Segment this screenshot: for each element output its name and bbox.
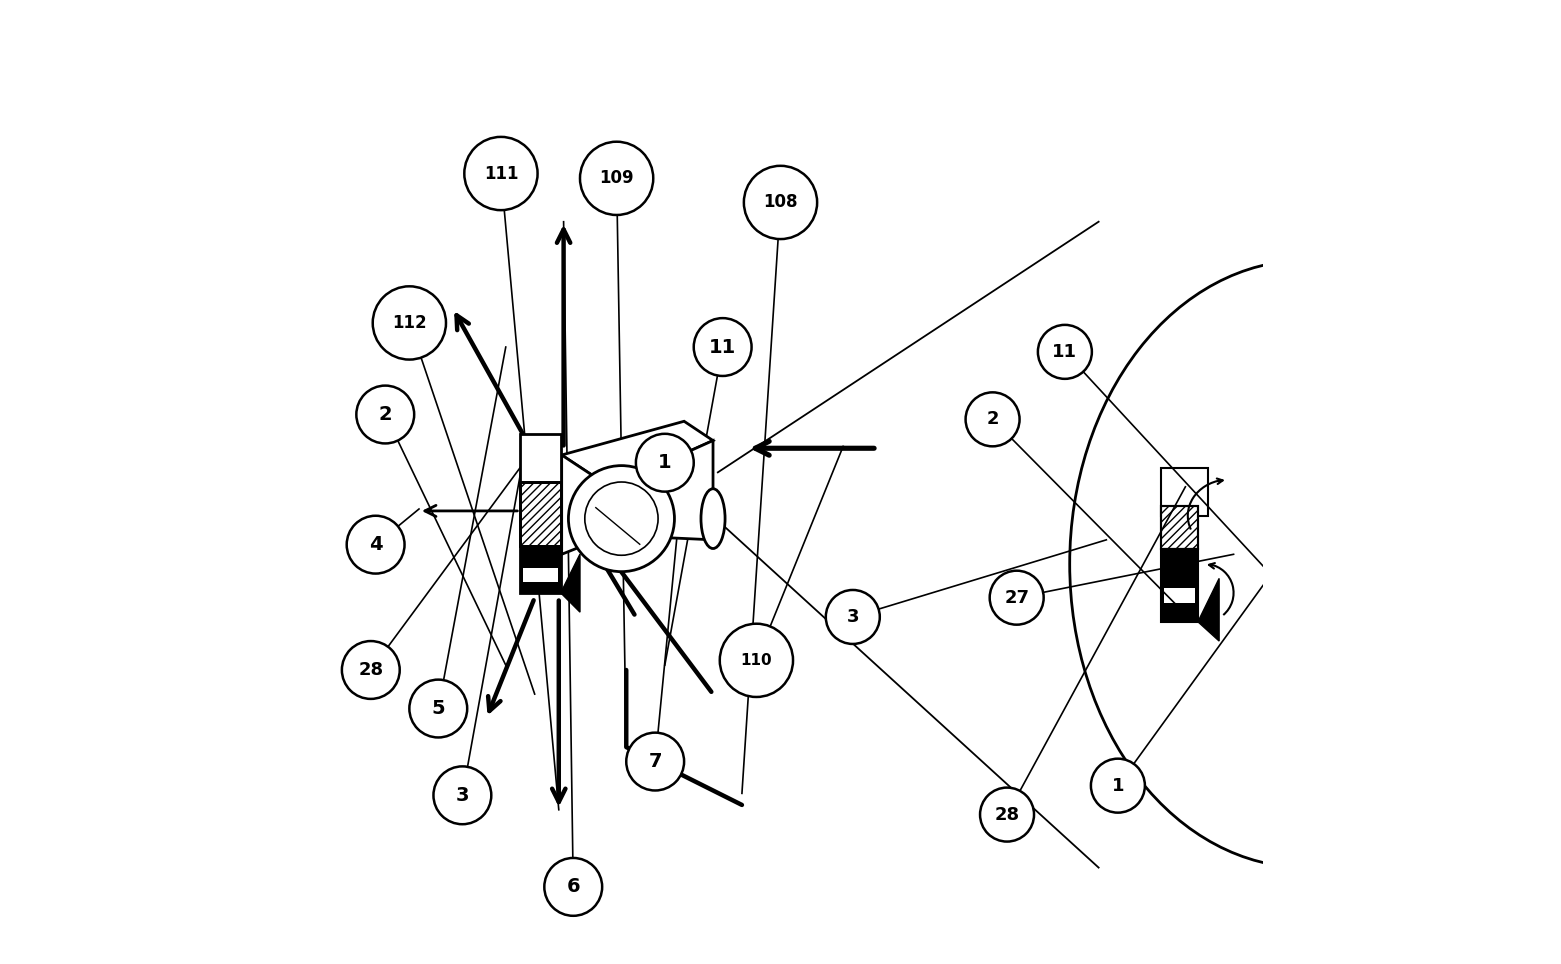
Polygon shape — [560, 554, 581, 612]
Polygon shape — [562, 421, 713, 487]
Text: 28: 28 — [994, 806, 1019, 823]
Polygon shape — [562, 455, 610, 554]
Polygon shape — [610, 441, 713, 540]
Text: 6: 6 — [567, 877, 581, 897]
Circle shape — [635, 434, 693, 492]
Text: 11: 11 — [1052, 343, 1077, 361]
Text: 27: 27 — [1004, 589, 1029, 606]
Text: 111: 111 — [484, 165, 518, 182]
Bar — [520, 482, 560, 547]
Circle shape — [342, 641, 400, 699]
Text: 109: 109 — [599, 170, 634, 187]
Bar — [1161, 468, 1208, 516]
Circle shape — [720, 624, 793, 697]
Bar — [1165, 588, 1196, 602]
Bar — [520, 547, 560, 593]
Circle shape — [464, 137, 537, 210]
Ellipse shape — [1069, 260, 1542, 868]
Text: 3: 3 — [846, 608, 859, 626]
Circle shape — [826, 590, 880, 644]
Circle shape — [626, 733, 684, 790]
Circle shape — [545, 858, 603, 916]
Circle shape — [980, 788, 1033, 842]
Circle shape — [356, 386, 414, 443]
Text: 7: 7 — [648, 752, 662, 771]
Text: 28: 28 — [357, 661, 384, 679]
Text: 5: 5 — [431, 699, 445, 718]
Circle shape — [581, 142, 652, 215]
Circle shape — [568, 466, 674, 572]
Circle shape — [347, 516, 404, 574]
Text: 112: 112 — [392, 314, 426, 332]
Bar — [1161, 506, 1197, 549]
Bar — [520, 434, 560, 487]
Circle shape — [1091, 759, 1144, 813]
Text: 4: 4 — [368, 535, 382, 554]
Circle shape — [966, 392, 1019, 446]
Text: 11: 11 — [709, 337, 737, 357]
Text: 3: 3 — [456, 786, 470, 805]
Circle shape — [373, 286, 446, 360]
Ellipse shape — [701, 489, 724, 549]
Bar — [1161, 506, 1197, 549]
Text: 2: 2 — [378, 405, 392, 424]
Polygon shape — [1197, 578, 1219, 641]
Bar — [520, 482, 560, 547]
Text: 108: 108 — [763, 194, 798, 211]
Circle shape — [990, 571, 1044, 625]
Circle shape — [1038, 325, 1091, 379]
Circle shape — [745, 166, 816, 239]
Circle shape — [409, 680, 467, 737]
Text: 1: 1 — [1111, 777, 1124, 794]
Text: 110: 110 — [740, 653, 773, 668]
Circle shape — [693, 318, 751, 376]
Text: 1: 1 — [659, 453, 671, 472]
Bar — [523, 569, 557, 582]
Text: 2: 2 — [987, 411, 999, 428]
Bar — [1161, 549, 1197, 622]
Circle shape — [434, 766, 492, 824]
